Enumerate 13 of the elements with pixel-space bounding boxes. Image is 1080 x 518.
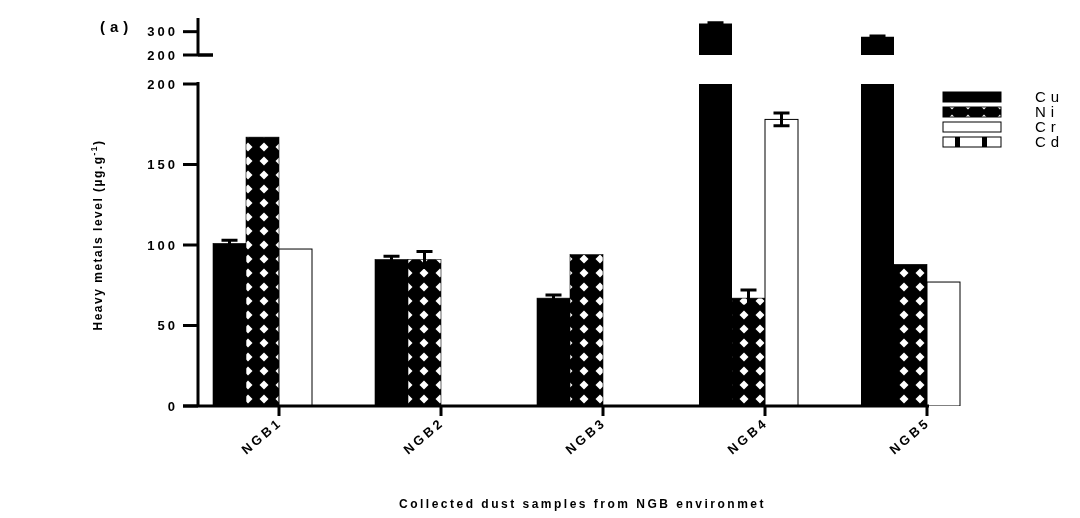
y-tick-label: 50	[157, 318, 178, 334]
legend-label: Cd	[1035, 133, 1065, 151]
legend-label: Cr	[1035, 118, 1061, 136]
y-tick-label: 300	[147, 24, 178, 40]
y-tick-label: 200	[147, 76, 178, 92]
legend-label: Cu	[1035, 88, 1065, 106]
y-tick-label: 150	[147, 157, 178, 173]
y-tick-label: 100	[147, 237, 178, 253]
x-axis-title: Collected dust samples from NGB environmet	[398, 497, 767, 511]
y-tick-label: 0	[167, 398, 178, 414]
y-tick-label: 200	[147, 47, 178, 63]
legend-label: Ni	[1035, 103, 1060, 121]
chart-title: (a)	[100, 18, 134, 35]
